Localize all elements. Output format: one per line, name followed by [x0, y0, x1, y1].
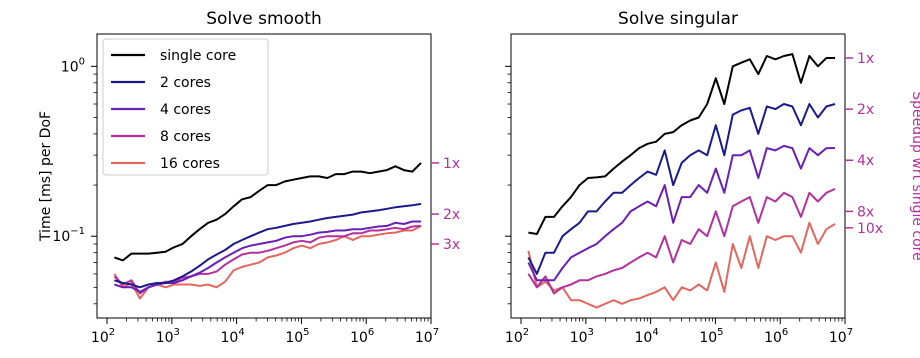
panel-solve-smooth: Solve smooth Time [ms] per DoF 102 103 104…: [38, 9, 460, 346]
plot-frame-singular: [510, 33, 846, 319]
x-tick-label: 103: [570, 327, 594, 346]
x-ticks-singular: 102 103 104 105 106 107: [505, 318, 853, 346]
legend-label: single core: [160, 48, 236, 64]
panel-title-smooth: Solve smooth: [206, 9, 322, 29]
series-line-16-cores: [113, 225, 422, 300]
speedup-label: 2x: [857, 102, 874, 118]
legend-label: 2 cores: [160, 75, 211, 91]
legend-label: 16 cores: [160, 156, 220, 172]
speedup-label: 8x: [857, 204, 874, 220]
legend-box: [102, 38, 269, 176]
series-line-8-cores: [113, 224, 422, 295]
speedup-markers-smooth: 1x 2x 3x: [431, 156, 460, 253]
panel-title-singular: Solve singular: [618, 9, 738, 29]
x-tick-label: 103: [156, 327, 180, 346]
speedup-label: 2x: [443, 207, 460, 223]
speedup-label: 3x: [443, 237, 460, 253]
series-line-single-core: [528, 53, 835, 235]
x-tick-label: 106: [350, 327, 374, 346]
plot-frame-smooth: [96, 33, 432, 319]
speedup-label: 1x: [443, 156, 460, 172]
series-line-8-cores: [527, 187, 836, 295]
x-tick-label: 104: [635, 327, 659, 346]
legend: single core 2 cores 4 cores 8 cores 16 cores: [102, 38, 269, 176]
series-lines-smooth: [113, 162, 422, 300]
x-tick-label: 105: [699, 327, 723, 346]
x-tick-label: 107: [829, 327, 853, 346]
y-tick-label: 100: [61, 56, 85, 75]
speedup-label: 4x: [857, 153, 874, 169]
legend-label: 4 cores: [160, 102, 211, 118]
series-lines-singular: [527, 53, 836, 309]
series-line-4-cores: [527, 144, 835, 282]
speedup-label: 1x: [857, 51, 874, 67]
legend-label: 8 cores: [160, 129, 211, 145]
series-line-16-cores: [527, 221, 836, 309]
series-line-2-cores: [527, 103, 836, 275]
series-line-single-core: [114, 162, 422, 262]
x-ticks-smooth: 102 103 104 105 106 107: [91, 318, 439, 346]
x-tick-label: 102: [505, 327, 529, 346]
y-axis-label: Time [ms] per DoF: [38, 111, 54, 242]
panel-solve-singular: Solve singular 102 103 104 105 106 107 1x 2x 4x…: [505, 9, 920, 346]
x-tick-label: 107: [415, 327, 439, 346]
x-tick-label: 106: [764, 327, 788, 346]
speedup-label: 10x: [857, 221, 883, 237]
x-tick-label: 104: [221, 327, 245, 346]
x-tick-label: 102: [91, 327, 115, 346]
y-ticks-singular: [505, 65, 511, 305]
speedup-axis-label: Speedup wrt single core: [909, 91, 920, 260]
y-ticks-smooth: 100 10−1: [52, 56, 97, 305]
x-tick-label: 105: [285, 327, 309, 346]
y-tick-label: 10−1: [52, 226, 85, 245]
series-line-2-cores: [114, 202, 422, 289]
